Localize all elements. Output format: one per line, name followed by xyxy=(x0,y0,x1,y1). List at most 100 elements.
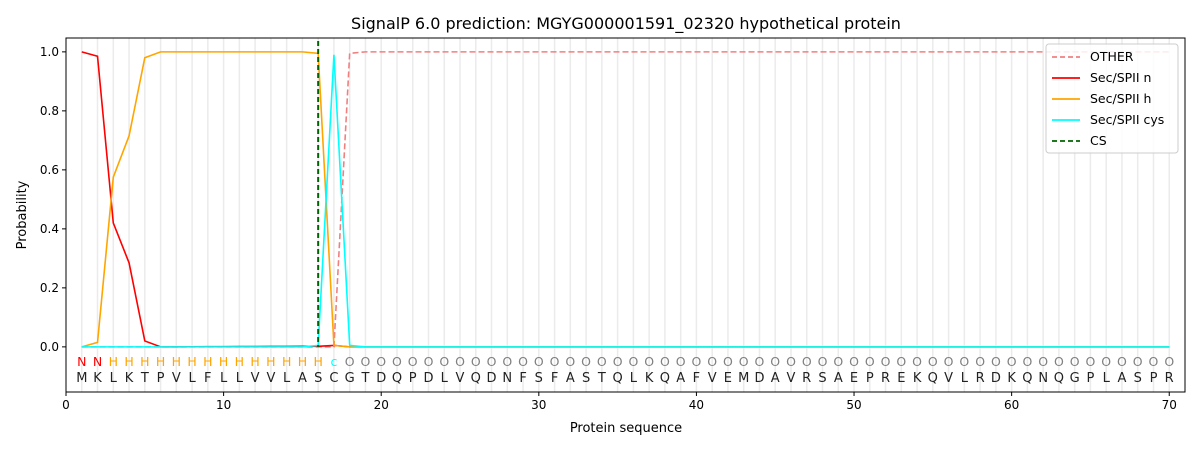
y-tick-label: 0.6 xyxy=(40,163,59,177)
region-label: O xyxy=(833,354,843,369)
region-label: N xyxy=(93,354,102,369)
region-label: O xyxy=(786,354,796,369)
region-label: O xyxy=(534,354,544,369)
region-label: O xyxy=(502,354,512,369)
region-label: O xyxy=(944,354,954,369)
region-label: O xyxy=(1149,354,1159,369)
region-label: O xyxy=(896,354,906,369)
region-label: O xyxy=(1101,354,1111,369)
region-label: N xyxy=(77,354,86,369)
region-label: O xyxy=(565,354,575,369)
y-tick-label: 0.0 xyxy=(40,340,59,354)
region-label: H xyxy=(156,354,165,369)
region-label: O xyxy=(392,354,402,369)
region-label: O xyxy=(597,354,607,369)
x-tick-label: 0 xyxy=(62,398,70,412)
x-tick-label: 60 xyxy=(1004,398,1019,412)
region-label: O xyxy=(959,354,969,369)
region-label: H xyxy=(124,354,133,369)
series-line-sec-spii-n xyxy=(81,51,1170,348)
region-label: O xyxy=(439,354,449,369)
x-axis-label: Protein sequence xyxy=(570,421,682,436)
region-label: O xyxy=(676,354,686,369)
y-tick-label: 1.0 xyxy=(40,45,59,59)
x-tick-label: 50 xyxy=(846,398,861,412)
region-label: O xyxy=(1022,354,1032,369)
protein-sequence: MKLKTPVLFLLVVLASCGTDQPDLVQDNFSFASTQLKQAF… xyxy=(76,371,1174,386)
region-label: O xyxy=(660,354,670,369)
region-label: O xyxy=(455,354,465,369)
region-label: H xyxy=(313,354,322,369)
x-tick-label: 40 xyxy=(689,398,704,412)
region-label: H xyxy=(109,354,118,369)
legend-box xyxy=(1045,43,1179,154)
region-label: O xyxy=(345,354,355,369)
region-label: O xyxy=(487,354,497,369)
region-label: O xyxy=(881,354,891,369)
region-label: O xyxy=(1070,354,1080,369)
region-label: O xyxy=(361,354,371,369)
series-line-sec-spii-h xyxy=(81,51,1170,348)
region-label: H xyxy=(187,354,196,369)
legend-label: CS xyxy=(1090,133,1107,148)
region-label: O xyxy=(1133,354,1143,369)
region-label: H xyxy=(172,354,181,369)
region-label: O xyxy=(628,354,638,369)
region-label: O xyxy=(707,354,717,369)
region-label: O xyxy=(613,354,623,369)
region-label: H xyxy=(298,354,307,369)
region-label: H xyxy=(235,354,244,369)
y-axis-label: Probability xyxy=(15,180,30,249)
region-label: O xyxy=(692,354,702,369)
region-label: O xyxy=(518,354,528,369)
region-label: O xyxy=(975,354,985,369)
x-tick-label: 10 xyxy=(216,398,231,412)
region-label: O xyxy=(739,354,749,369)
region-label: O xyxy=(550,354,560,369)
region-label: O xyxy=(581,354,591,369)
region-label: O xyxy=(1117,354,1127,369)
y-tick-label: 0.4 xyxy=(40,222,59,236)
region-label: O xyxy=(1164,354,1174,369)
region-label: O xyxy=(1007,354,1017,369)
x-tick-label: 30 xyxy=(531,398,546,412)
region-label: O xyxy=(471,354,481,369)
region-label: O xyxy=(1038,354,1048,369)
region-label: O xyxy=(644,354,654,369)
legend-label: Sec/SPII h xyxy=(1090,91,1151,106)
chart-title: SignalP 6.0 prediction: MGYG000001591_02… xyxy=(351,14,901,34)
legend-label: OTHER xyxy=(1090,49,1134,64)
region-label: H xyxy=(282,354,291,369)
region-label: O xyxy=(1086,354,1096,369)
region-label: O xyxy=(770,354,780,369)
y-tick-label: 0.8 xyxy=(40,104,59,118)
region-label: O xyxy=(408,354,418,369)
region-label: O xyxy=(928,354,938,369)
region-label: O xyxy=(1054,354,1064,369)
region-label: H xyxy=(140,354,149,369)
region-label: O xyxy=(912,354,922,369)
region-label: O xyxy=(802,354,812,369)
region-label: O xyxy=(849,354,859,369)
region-label: H xyxy=(203,354,212,369)
region-label: O xyxy=(723,354,733,369)
y-tick-label: 0.2 xyxy=(40,281,59,295)
region-label: O xyxy=(424,354,434,369)
legend-label: Sec/SPII n xyxy=(1090,70,1151,85)
region-label: O xyxy=(755,354,765,369)
region-label: O xyxy=(991,354,1001,369)
region-label: O xyxy=(865,354,875,369)
region-label: c xyxy=(330,354,337,369)
legend-label: Sec/SPII cys xyxy=(1090,112,1164,127)
series-line-sec-spii-cys xyxy=(81,54,1170,348)
series-line-other xyxy=(81,51,1170,348)
region-label: O xyxy=(376,354,386,369)
region-label: H xyxy=(250,354,259,369)
region-label: H xyxy=(266,354,275,369)
x-tick-label: 20 xyxy=(374,398,389,412)
plot-frame xyxy=(65,37,1186,393)
region-label: O xyxy=(818,354,828,369)
x-tick-label: 70 xyxy=(1162,398,1177,412)
region-label: H xyxy=(219,354,228,369)
